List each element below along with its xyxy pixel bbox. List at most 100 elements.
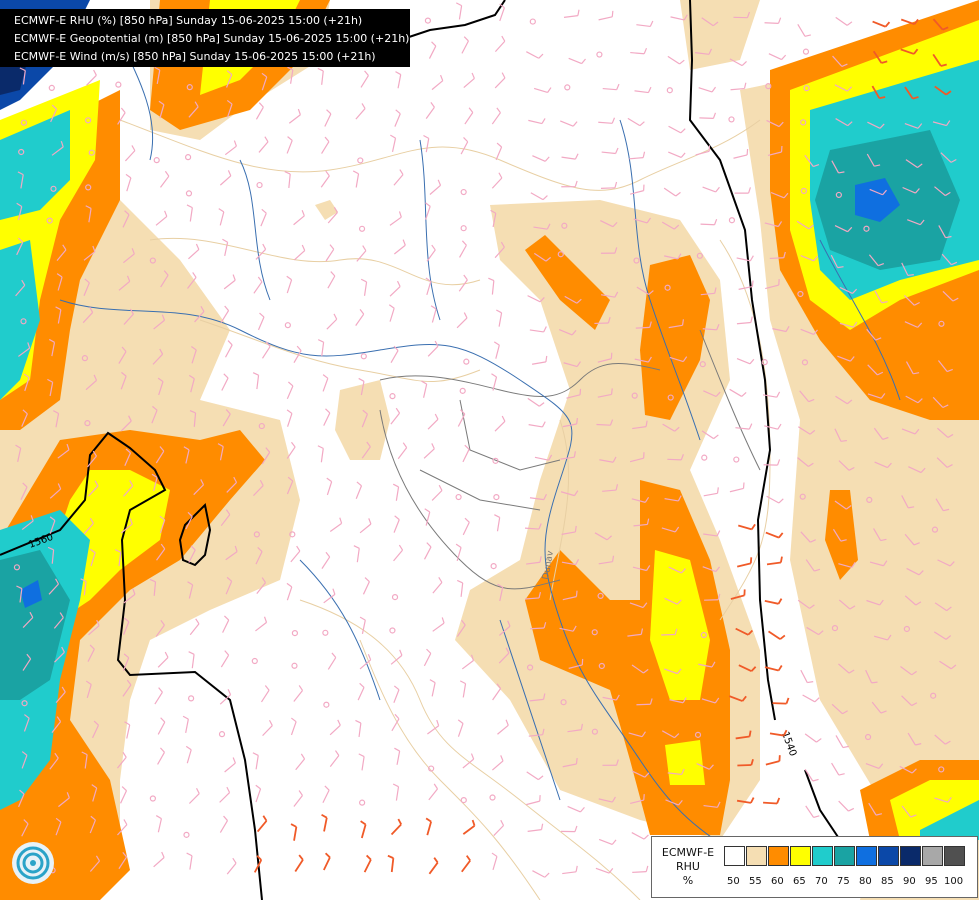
wind-barb — [87, 644, 95, 662]
calm-wind-circle — [802, 48, 810, 55]
wind-barb — [329, 750, 340, 767]
wind-barb — [427, 719, 440, 735]
wind-barb — [490, 209, 497, 228]
wind-barb — [667, 55, 685, 65]
wind-barb — [802, 694, 820, 703]
wind-barb — [18, 342, 31, 357]
wind-barb — [56, 244, 67, 262]
wind-barb — [157, 747, 166, 765]
calm-wind-circle — [529, 18, 536, 25]
wind-barb — [730, 82, 747, 91]
wind-barb — [768, 630, 786, 640]
wind-barb — [361, 409, 368, 428]
wind-barb — [597, 388, 613, 398]
contour-1560-west — [0, 431, 263, 900]
country-border — [379, 362, 661, 398]
wind-barb — [764, 17, 782, 24]
wind-barb — [22, 653, 32, 671]
wind-barb — [455, 543, 462, 562]
wind-barb — [317, 339, 325, 357]
calm-wind-circle — [903, 625, 910, 633]
legend-swatch — [834, 846, 855, 866]
wind-barb — [667, 454, 684, 461]
wind-barb — [461, 855, 471, 873]
wind-barb — [941, 253, 958, 266]
wind-barb — [599, 456, 617, 463]
wind-barb — [388, 304, 395, 322]
wind-barb — [189, 409, 197, 427]
calm-wind-circle — [733, 456, 740, 463]
wind-barb — [600, 291, 619, 298]
calm-wind-circle — [597, 592, 604, 599]
wind-barb — [904, 595, 922, 606]
wind-barb — [19, 67, 26, 85]
wind-barb — [222, 409, 231, 427]
wind-barb — [394, 109, 401, 127]
calm-wind-circle — [291, 630, 299, 637]
country-border — [379, 409, 561, 590]
legend-tick-label: 100 — [944, 876, 964, 887]
header-line-geopotential: ECMWF-E Geopotential (m) [850 hPa] Sunda… — [14, 32, 410, 45]
wind-barb — [764, 423, 782, 430]
wind-barb — [326, 477, 333, 496]
wind-barb — [530, 192, 548, 201]
calm-wind-circle — [799, 493, 806, 500]
wind-barb — [158, 100, 165, 119]
wind-barb — [284, 171, 291, 189]
calm-wind-circle — [149, 257, 156, 264]
wind-barb — [224, 140, 237, 156]
wind-barb — [901, 695, 918, 707]
wind-barb — [118, 346, 127, 364]
wind-barb — [153, 314, 166, 330]
wind-barb — [16, 585, 23, 603]
wind-barb — [633, 518, 650, 527]
river — [59, 299, 761, 871]
legend-swatch — [878, 846, 899, 866]
wind-barb — [834, 84, 853, 92]
river — [499, 619, 561, 801]
wind-barb — [16, 202, 23, 221]
wind-barb — [89, 855, 101, 872]
wind-barb — [49, 483, 62, 499]
calm-wind-circle — [696, 252, 703, 259]
calm-wind-circle — [153, 157, 160, 164]
river — [299, 559, 381, 701]
wind-barb — [261, 447, 271, 465]
calm-wind-circle — [81, 355, 88, 362]
wind-barb — [764, 664, 783, 672]
wind-barb — [736, 316, 753, 325]
wind-barb — [15, 279, 26, 297]
legend-swatch — [790, 846, 811, 866]
calm-wind-circle — [322, 629, 329, 636]
wind-barb — [83, 245, 96, 261]
wind-barb — [188, 101, 199, 118]
wind-barb — [358, 377, 365, 396]
wind-barb — [906, 567, 924, 576]
calm-wind-circle — [938, 320, 945, 327]
wind-barb — [904, 533, 920, 546]
wind-barb — [524, 523, 542, 530]
calm-wind-circle — [765, 83, 772, 90]
wind-barb — [363, 854, 372, 873]
wind-barb — [294, 854, 304, 872]
wind-barb — [907, 219, 925, 226]
wind-barb — [669, 356, 688, 363]
wind-barb — [425, 102, 435, 119]
wind-barb — [20, 482, 28, 500]
header-line-rhu: ECMWF-E RHU (%) [850 hPa] Sunday 15-06-2… — [14, 14, 363, 27]
wind-barb — [187, 581, 194, 599]
rh-band-55 — [315, 200, 338, 220]
contour-1560-loop — [178, 502, 212, 567]
wind-barb — [122, 210, 130, 228]
wind-barb — [940, 152, 957, 163]
wind-barb — [321, 551, 331, 569]
wind-barb — [663, 187, 681, 197]
wind-barb — [89, 815, 96, 834]
wind-barb — [327, 271, 336, 289]
calm-wind-circle — [596, 51, 603, 58]
calm-wind-circle — [149, 795, 156, 802]
wind-barb — [186, 204, 193, 222]
calm-wind-circle — [801, 359, 809, 366]
wind-barb — [661, 730, 680, 739]
calm-wind-circle — [184, 154, 192, 161]
